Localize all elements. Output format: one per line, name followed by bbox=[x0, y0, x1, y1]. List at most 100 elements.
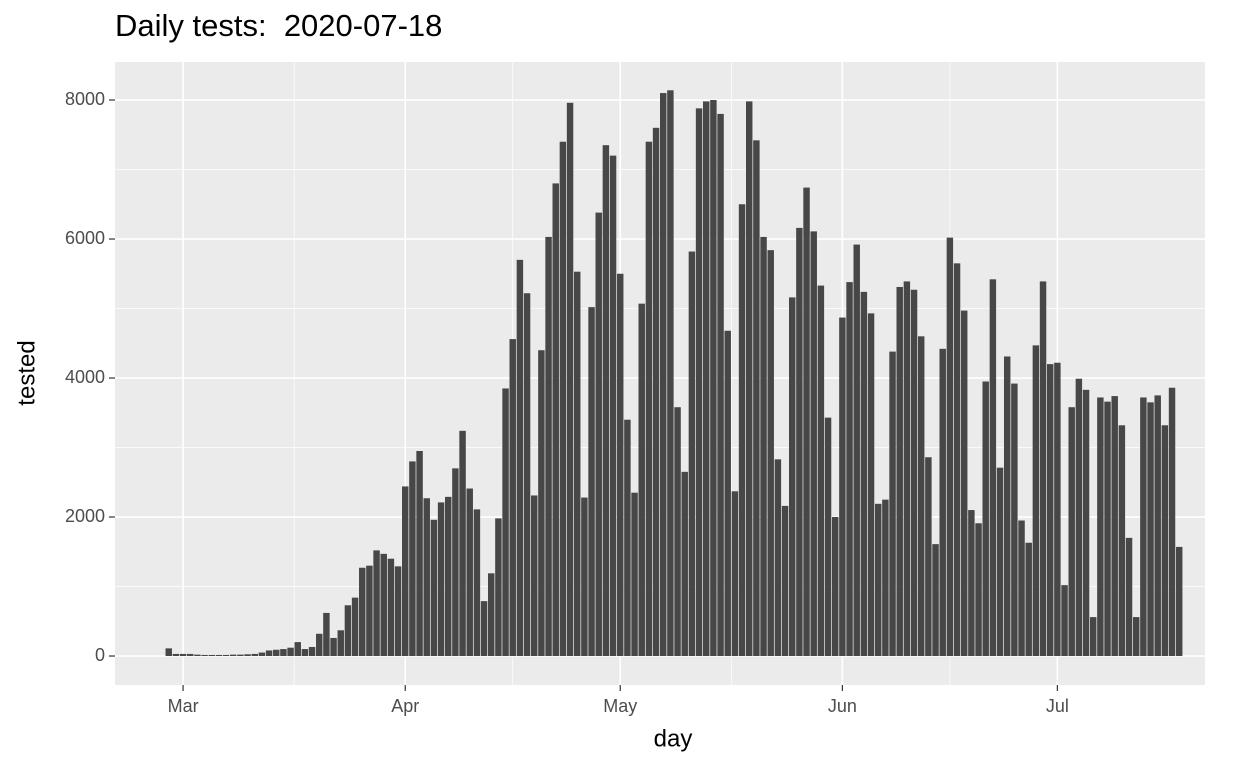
bar bbox=[273, 649, 280, 657]
bar bbox=[1118, 425, 1126, 657]
bar bbox=[996, 467, 1004, 657]
bar bbox=[344, 605, 352, 657]
bar bbox=[1147, 402, 1154, 657]
bar bbox=[903, 281, 911, 657]
bar bbox=[366, 565, 373, 657]
bar bbox=[1061, 585, 1068, 657]
bar bbox=[917, 336, 925, 657]
bar bbox=[1032, 345, 1040, 657]
bar bbox=[445, 496, 452, 657]
x-axis-title: day bbox=[654, 725, 693, 752]
bar bbox=[230, 654, 237, 657]
bar bbox=[480, 601, 488, 657]
bar bbox=[265, 650, 273, 657]
bar bbox=[1046, 364, 1054, 657]
bar bbox=[316, 633, 323, 657]
bar bbox=[251, 653, 258, 657]
bar bbox=[896, 286, 903, 657]
bar bbox=[294, 642, 301, 657]
bar bbox=[652, 127, 660, 657]
bar bbox=[932, 544, 939, 657]
bar bbox=[337, 630, 344, 657]
bar bbox=[552, 183, 559, 657]
bar bbox=[516, 259, 524, 657]
bar bbox=[437, 502, 445, 657]
bar bbox=[215, 654, 223, 657]
y-tick-label: 2000 bbox=[65, 506, 105, 526]
y-tick-label: 0 bbox=[95, 645, 105, 665]
bar bbox=[1140, 397, 1147, 657]
bar bbox=[187, 653, 194, 657]
bar bbox=[222, 654, 230, 657]
bar bbox=[574, 271, 581, 657]
bar bbox=[810, 231, 817, 657]
x-tick-label: Jun bbox=[828, 696, 857, 716]
bar bbox=[882, 499, 889, 657]
bar bbox=[939, 348, 946, 657]
bar bbox=[402, 486, 409, 657]
bar bbox=[989, 279, 997, 657]
bar bbox=[688, 251, 696, 657]
bar bbox=[179, 653, 187, 657]
bar bbox=[953, 263, 961, 657]
bar bbox=[523, 293, 531, 657]
bar bbox=[695, 108, 703, 657]
bar bbox=[853, 244, 860, 657]
bar bbox=[1175, 546, 1183, 657]
bar bbox=[194, 654, 201, 657]
bar bbox=[960, 310, 968, 657]
bar bbox=[387, 558, 395, 657]
bar bbox=[459, 430, 466, 657]
bar bbox=[287, 647, 294, 657]
bar bbox=[760, 236, 767, 657]
bar bbox=[982, 381, 989, 657]
bar bbox=[258, 652, 266, 657]
bar bbox=[631, 492, 638, 657]
x-tick-label: Mar bbox=[168, 696, 199, 716]
bar bbox=[925, 457, 932, 657]
bar bbox=[452, 468, 459, 657]
bar bbox=[538, 350, 545, 657]
x-tick-label: Apr bbox=[391, 696, 419, 716]
bar bbox=[545, 236, 552, 657]
bar bbox=[781, 505, 789, 657]
bar bbox=[595, 212, 602, 657]
y-tick-label: 4000 bbox=[65, 367, 105, 387]
bar bbox=[860, 291, 868, 657]
bar bbox=[846, 282, 853, 657]
bar bbox=[430, 519, 438, 657]
bar bbox=[172, 653, 180, 657]
bar bbox=[946, 237, 954, 657]
bar bbox=[1111, 396, 1118, 657]
bar bbox=[502, 388, 509, 657]
bar bbox=[667, 90, 674, 657]
bar bbox=[1168, 387, 1176, 657]
bar bbox=[874, 503, 882, 657]
bar bbox=[1054, 362, 1061, 657]
bar bbox=[208, 654, 215, 657]
bar bbox=[724, 330, 731, 657]
bar bbox=[1082, 389, 1090, 657]
bar bbox=[681, 471, 688, 657]
x-tick-label: May bbox=[603, 696, 637, 716]
bar bbox=[1068, 407, 1075, 657]
bar bbox=[409, 461, 416, 657]
bar bbox=[1097, 397, 1104, 657]
bar bbox=[774, 459, 782, 657]
bar bbox=[308, 646, 316, 657]
bar bbox=[495, 518, 502, 657]
y-tick-label: 8000 bbox=[65, 89, 105, 109]
chart-title: Daily tests: 2020-07-18 bbox=[115, 8, 442, 43]
bar bbox=[165, 648, 172, 657]
y-tick-label: 6000 bbox=[65, 228, 105, 248]
bar bbox=[237, 654, 244, 657]
bar bbox=[1125, 537, 1133, 657]
bar bbox=[1039, 281, 1047, 657]
bar bbox=[280, 649, 287, 657]
bar bbox=[1161, 425, 1169, 657]
bar bbox=[753, 140, 760, 657]
bar bbox=[566, 102, 574, 657]
bar bbox=[1104, 401, 1111, 657]
bar bbox=[1154, 395, 1161, 657]
